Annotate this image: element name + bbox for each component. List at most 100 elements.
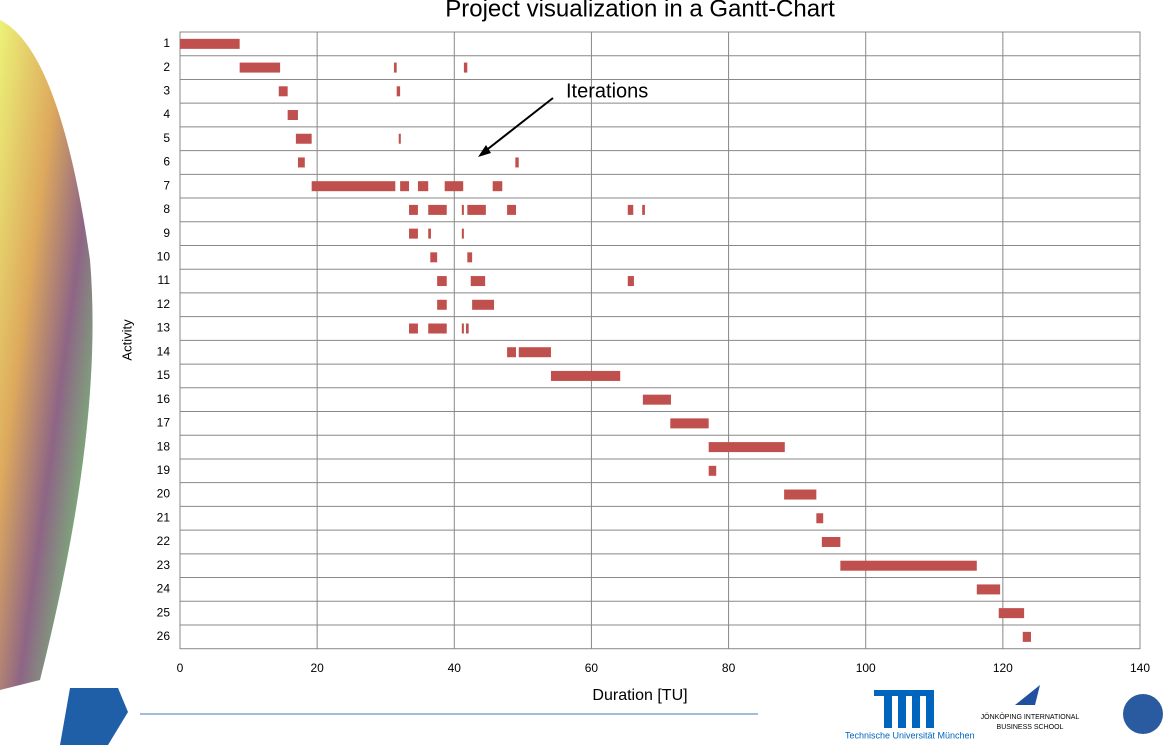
- y-tick-label: 4: [163, 107, 170, 121]
- task-bar: [437, 276, 447, 287]
- task-bar: [708, 442, 785, 453]
- task-bar: [467, 252, 473, 263]
- task-bar: [428, 204, 447, 215]
- task-bar: [400, 181, 410, 192]
- y-tick-label: 22: [157, 534, 171, 548]
- tum-logo: [874, 690, 934, 728]
- y-tick-label: 6: [163, 155, 170, 169]
- x-tick-label: 40: [448, 661, 462, 675]
- y-tick-label: 1: [163, 36, 170, 50]
- task-bar: [287, 110, 298, 121]
- task-bar: [840, 560, 977, 571]
- y-tick-label: 26: [157, 629, 171, 643]
- task-bar: [627, 276, 634, 287]
- task-bar: [550, 370, 621, 381]
- y-tick-label: 15: [157, 368, 171, 382]
- y-tick-label: 21: [157, 510, 171, 524]
- y-tick-label: 7: [163, 178, 170, 192]
- x-tick-label: 0: [177, 661, 184, 675]
- task-bar: [470, 276, 486, 287]
- task-bar: [461, 204, 464, 215]
- x-tick-label: 60: [585, 661, 599, 675]
- y-tick-label: 9: [163, 226, 170, 240]
- y-tick-label: 25: [157, 605, 171, 619]
- task-bar: [515, 157, 519, 168]
- y-tick-label: 19: [157, 463, 171, 477]
- jibs-name: JÖNKÖPING INTERNATIONAL: [981, 713, 1080, 721]
- task-bar: [998, 608, 1025, 619]
- task-bar: [507, 347, 516, 358]
- task-bar: [492, 181, 503, 192]
- x-tick-label: 80: [722, 661, 736, 675]
- task-bar: [461, 228, 464, 239]
- task-bar: [398, 133, 401, 144]
- annotation: Iterations: [566, 80, 648, 102]
- tum-name: Technische Universität München: [845, 730, 975, 740]
- task-bar: [463, 62, 468, 73]
- seal-logo: [1123, 694, 1163, 734]
- x-tick-label: 100: [856, 661, 876, 675]
- task-bar: [428, 228, 431, 239]
- y-tick-label: 8: [163, 202, 170, 216]
- decoration: [0, 20, 93, 690]
- task-bar: [467, 204, 486, 215]
- task-bar: [239, 62, 281, 73]
- y-tick-label: 20: [157, 487, 171, 501]
- task-bar: [708, 465, 717, 476]
- x-tick-label: 120: [993, 661, 1013, 675]
- annotation-arrow: [483, 97, 554, 153]
- task-bar: [278, 86, 288, 97]
- task-bar: [821, 536, 841, 547]
- x-axis-label: Duration [TU]: [592, 687, 687, 704]
- task-bar: [295, 133, 312, 144]
- y-tick-label: 2: [163, 60, 170, 74]
- task-bar: [472, 299, 495, 310]
- y-tick-label: 11: [158, 273, 171, 287]
- y-tick-label: 3: [163, 83, 170, 97]
- task-bar: [409, 323, 418, 334]
- y-tick-label: 24: [157, 582, 171, 596]
- task-bar: [518, 347, 551, 358]
- task-bar: [297, 157, 305, 168]
- task-bar: [816, 513, 824, 524]
- task-bar: [180, 38, 240, 49]
- task-bar: [430, 252, 438, 263]
- task-bar: [444, 181, 464, 192]
- task-bar: [311, 181, 396, 192]
- task-bar: [393, 62, 397, 73]
- y-tick-label: 18: [157, 439, 171, 453]
- logo-left: [60, 688, 128, 745]
- task-bar: [642, 394, 671, 405]
- arrow-head: [478, 145, 491, 157]
- y-tick-label: 13: [157, 321, 171, 335]
- x-tick-label: 20: [310, 661, 324, 675]
- task-bar: [507, 204, 516, 215]
- y-tick-label: 10: [157, 250, 171, 264]
- task-bar: [461, 323, 464, 334]
- task-bar: [437, 299, 447, 310]
- task-bar: [976, 584, 1001, 595]
- task-bar: [1022, 631, 1031, 642]
- y-tick-label: 14: [157, 344, 171, 358]
- y-tick-label: 16: [157, 392, 171, 406]
- y-tick-label: 23: [157, 558, 171, 572]
- jibs-name: BUSINESS SCHOOL: [997, 724, 1064, 731]
- x-tick-label: 140: [1130, 661, 1150, 675]
- task-bar: [409, 204, 418, 215]
- y-tick-label: 17: [157, 416, 171, 430]
- task-bar: [627, 204, 634, 215]
- task-bar: [784, 489, 817, 500]
- task-bar: [428, 323, 447, 334]
- task-bar: [396, 86, 401, 97]
- plot: 0 20 40 60 80 100 120 1401234567891011121314151…: [157, 31, 1150, 675]
- task-bar: [465, 323, 469, 334]
- y-axis-label: Activity: [119, 319, 134, 361]
- y-tick-label: 5: [163, 131, 170, 145]
- task-bar: [642, 204, 645, 215]
- task-bar: [409, 228, 418, 239]
- jibs-logo: [1015, 685, 1040, 705]
- task-bar: [670, 418, 709, 429]
- y-tick-label: 12: [157, 297, 171, 311]
